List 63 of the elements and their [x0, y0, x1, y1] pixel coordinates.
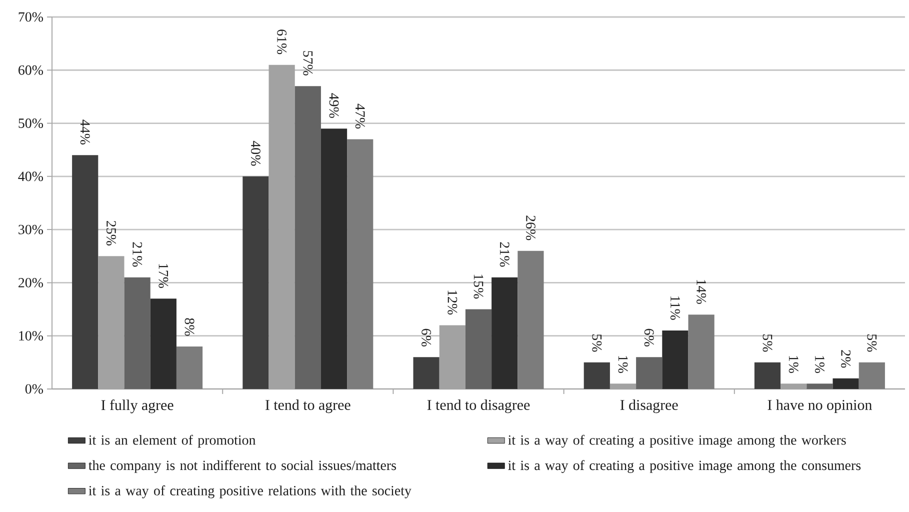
bar — [492, 277, 518, 389]
data-label: 44% — [80, 120, 90, 144]
legend-label: it is a way of creating a positive image among the workers — [508, 434, 846, 448]
bar — [413, 357, 440, 389]
bar — [636, 357, 662, 389]
data-label: 5% — [867, 334, 877, 352]
legend-label: the company is not indifferent to social issues/matters — [88, 460, 396, 473]
data-label: 25% — [106, 220, 116, 246]
data-label: 14% — [696, 280, 706, 304]
legend-label: it is a way of creating a positive image among the consumers — [508, 460, 861, 473]
x-tick-label: I disagree — [620, 400, 678, 414]
y-tick-label: 40% — [18, 172, 44, 182]
bar — [150, 298, 176, 389]
data-label: 61% — [277, 30, 287, 54]
data-label: 26% — [526, 216, 536, 240]
data-label: 57% — [303, 51, 313, 76]
data-label: 49% — [329, 93, 339, 118]
data-label: 15% — [474, 274, 484, 299]
y-tick-label: 60% — [18, 65, 44, 75]
bar — [858, 362, 885, 389]
x-tick-label: I fully agree — [101, 400, 174, 414]
data-label: 17% — [158, 264, 168, 288]
x-tick-label: I tend to agree — [266, 400, 350, 414]
bar — [584, 362, 610, 389]
data-label: 5% — [592, 334, 602, 352]
y-tick-label: 50% — [18, 118, 44, 128]
bar — [518, 250, 544, 389]
data-label: 12% — [448, 290, 458, 315]
y-tick-label: 30% — [18, 224, 44, 234]
y-tick-label: 20% — [18, 278, 44, 288]
data-label: 21% — [132, 242, 142, 267]
bar — [320, 128, 348, 389]
data-label: 1% — [814, 356, 824, 373]
data-label: 11% — [670, 296, 680, 320]
data-label: 1% — [788, 356, 798, 373]
legend-label: it is a way of creating positive relations with the society — [88, 485, 412, 498]
bar — [688, 314, 714, 389]
data-label: 47% — [355, 104, 365, 129]
data-label: 6% — [644, 328, 654, 346]
bar — [294, 86, 321, 389]
y-tick-label: 70% — [18, 12, 44, 22]
data-label: 2% — [841, 350, 851, 368]
bar — [465, 309, 492, 389]
data-label: 1% — [618, 356, 628, 373]
bar — [242, 176, 269, 389]
y-tick-label: 10% — [19, 331, 44, 341]
bar — [754, 362, 781, 389]
data-label: 6% — [422, 328, 432, 346]
legend-label: it is an element of promotion — [88, 434, 256, 448]
bar — [72, 155, 98, 389]
x-tick-label: I have no opinion — [768, 400, 872, 414]
data-label: 40% — [250, 140, 260, 166]
y-tick-label: 0% — [25, 384, 44, 394]
bar — [176, 346, 203, 389]
bar — [124, 277, 150, 389]
bar — [832, 378, 859, 389]
x-tick-label: I tend to disagree — [427, 400, 530, 414]
bar — [347, 139, 374, 389]
data-label: 8% — [184, 318, 194, 336]
bar — [662, 330, 688, 389]
data-label: 21% — [500, 242, 510, 267]
bar — [806, 384, 833, 389]
data-label: 5% — [762, 334, 772, 352]
